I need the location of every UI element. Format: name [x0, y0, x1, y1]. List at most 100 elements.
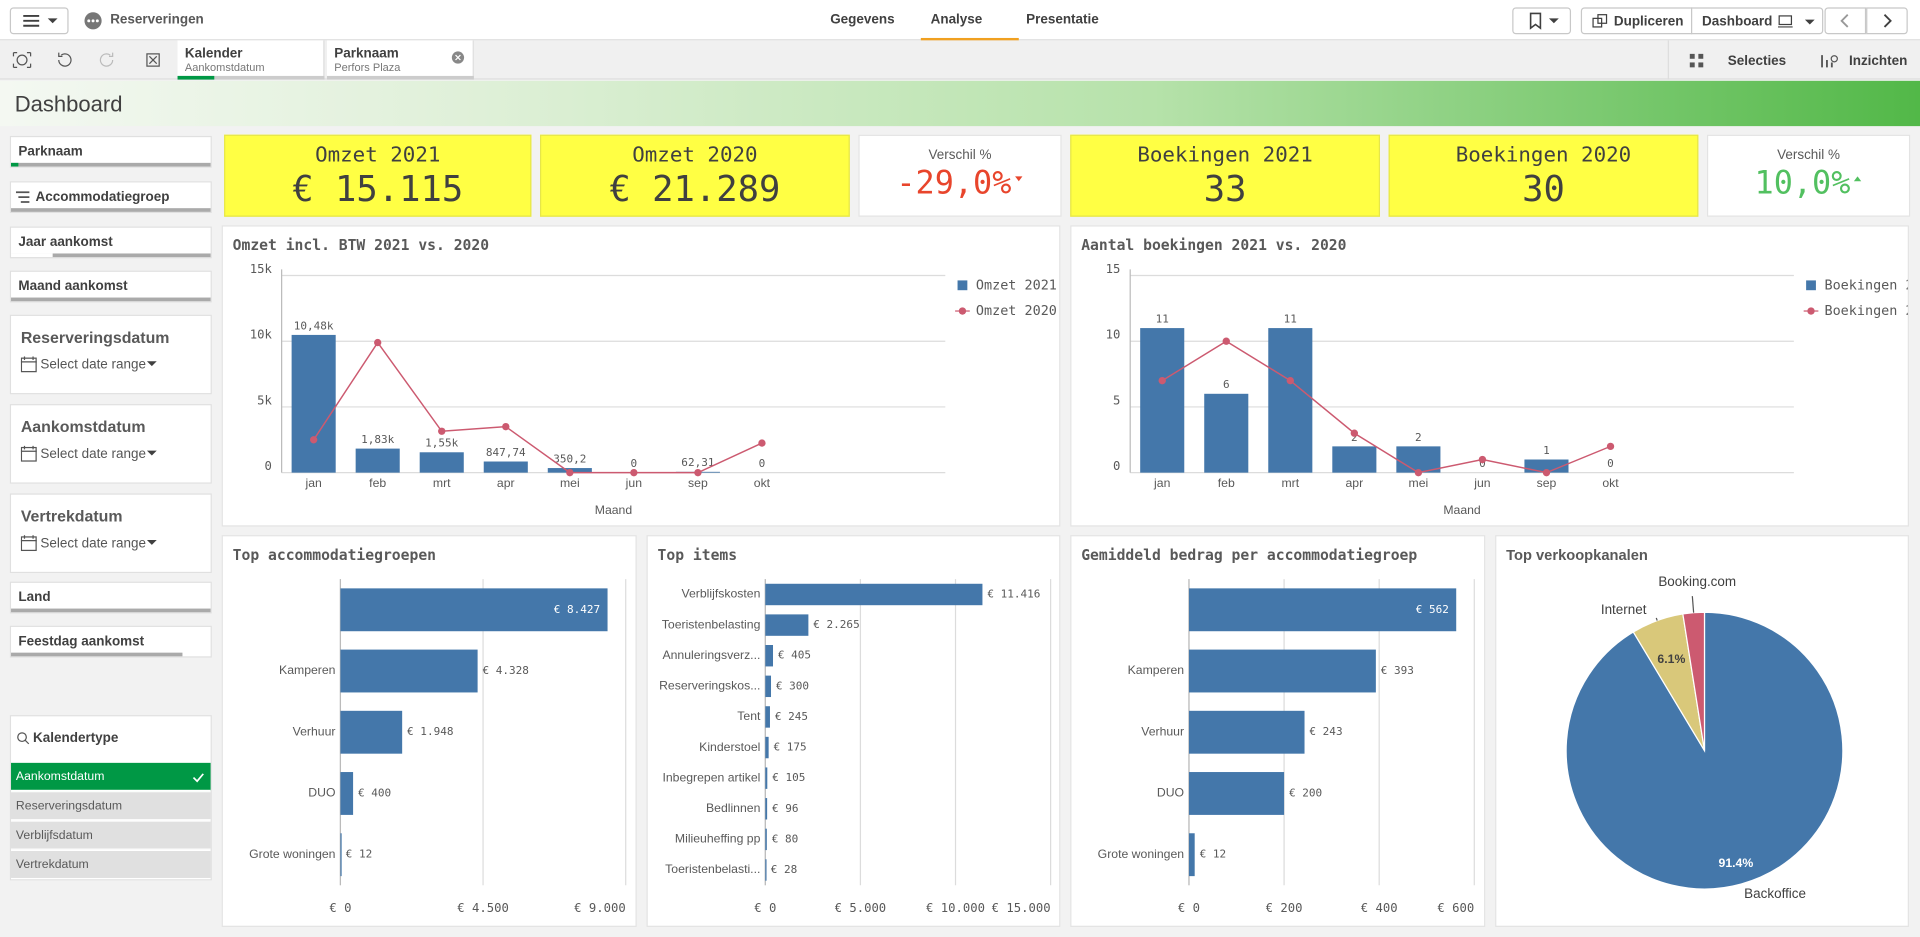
- selection-value: Perfors Plaza: [334, 61, 401, 74]
- bar-value-label: € 245: [775, 710, 808, 723]
- list-item[interactable]: Verblijfsdatum: [11, 821, 211, 850]
- divider: [1667, 40, 1669, 80]
- list-item[interactable]: Vertrekdatum: [11, 851, 211, 880]
- bar: [765, 675, 772, 698]
- filter-box[interactable]: Reserveringsdatum Select date range: [9, 314, 212, 395]
- x-tick-label: € 200: [1266, 901, 1303, 915]
- filter-state-bar: [11, 652, 183, 657]
- chart-title: Omzet incl. BTW 2021 vs. 2020: [233, 237, 489, 254]
- tab[interactable]: Analyse: [920, 0, 1019, 41]
- filter-box[interactable]: Accommodatiegroep: [9, 181, 212, 214]
- selections-button[interactable]: Selecties: [1727, 53, 1787, 69]
- next-button[interactable]: [1866, 7, 1908, 35]
- pie-slice: [1682, 611, 1706, 751]
- filter-box[interactable]: Maand aankomst: [9, 270, 212, 303]
- tab[interactable]: Gegevens: [820, 0, 918, 38]
- bar: [547, 468, 592, 473]
- bar-value-label: € 200: [1289, 786, 1322, 799]
- bar-value-label: € 8.427: [554, 603, 600, 616]
- y-tick-label: 0: [1113, 459, 1120, 473]
- chart-panel: Top verkoopkanalen 91.4% Backoffice 6.1% Int…: [1495, 535, 1909, 927]
- list-item-label: Aankomstdatum: [15, 770, 105, 784]
- next-icon: [1883, 14, 1892, 28]
- sheet-icon: [1777, 15, 1815, 28]
- duplicate-button[interactable]: Dupliceren: [1580, 7, 1693, 35]
- filter-box[interactable]: Feestdag aankomst: [9, 625, 212, 658]
- filter-state-bar: [11, 162, 211, 167]
- bar: [1524, 459, 1569, 473]
- bookmark-button[interactable]: [1512, 7, 1572, 35]
- tab-label: Presentatie: [1026, 12, 1099, 27]
- selection-bar-fill: [177, 75, 215, 80]
- bar-value-label: 0: [1607, 457, 1614, 470]
- kpi-trend: [1854, 176, 1862, 182]
- selection-field: Kalender: [184, 46, 243, 62]
- y-tick-label: 15: [1106, 262, 1121, 276]
- filter-box[interactable]: Jaar aankomst: [9, 226, 212, 259]
- list-item[interactable]: Reserveringsdatum: [11, 792, 211, 821]
- insights-button[interactable]: Inzichten: [1848, 53, 1908, 69]
- menu-button[interactable]: [9, 7, 69, 35]
- prev-button[interactable]: [1824, 7, 1867, 35]
- y-tick-label: Inbegrepen artikel: [662, 770, 760, 784]
- bar: [1188, 588, 1457, 632]
- line-point: [1606, 442, 1615, 451]
- y-tick-label: Kamperen: [279, 663, 336, 677]
- kpi-value: 10,0%: [1754, 165, 1851, 203]
- duplicate-label: Dupliceren: [1613, 14, 1684, 30]
- sheet-button[interactable]: Dashboard: [1691, 7, 1824, 35]
- bar: [355, 448, 400, 473]
- bar: [291, 334, 336, 473]
- x-tick-label: apr: [497, 476, 515, 490]
- tab[interactable]: Presentatie: [1016, 0, 1129, 38]
- bar-value-label: 0: [631, 457, 638, 470]
- list-item-label: Verblijfsdatum: [15, 828, 93, 843]
- x-tick-label: sep: [1537, 476, 1557, 490]
- y-tick-label: Bedlinnen: [706, 801, 761, 815]
- x-tick-label: okt: [1602, 476, 1619, 490]
- bar-value-label: 0: [1479, 457, 1486, 470]
- bar: [340, 710, 403, 754]
- y-tick-label: 5: [1113, 393, 1120, 407]
- calendar-icon: [20, 356, 157, 373]
- clear-icon[interactable]: [451, 50, 466, 65]
- chart: Omzet incl. BTW 2021 vs. 2020 0 5k 10k 15k ja…: [233, 237, 1057, 517]
- top-bar: Reserveringen Gegevens Analyse Presentatie…: [0, 0, 1920, 41]
- insights-icon: [1821, 55, 1838, 68]
- y-tick-label: Kamperen: [1128, 663, 1185, 677]
- kpi-title: Verschil %: [928, 148, 992, 163]
- line-point: [309, 436, 318, 444]
- filter-box[interactable]: Land: [9, 581, 212, 614]
- bar-value-label: € 96: [772, 802, 799, 815]
- filter-box[interactable]: Parknaam: [9, 135, 212, 168]
- chart-panel: Omzet incl. BTW 2021 vs. 2020 0 5k 10k 15k ja…: [221, 225, 1061, 527]
- filter-state-part: [11, 253, 53, 258]
- filter-pane: Parknaam Accommodatiegroep Jaar aankomst Ma…: [0, 126, 218, 937]
- selection-chip[interactable]: Parknaam Perfors Plaza: [326, 40, 474, 80]
- slice-label: Internet: [1601, 602, 1647, 617]
- list-item[interactable]: Aankomstdatum: [11, 762, 211, 792]
- group-icon: [15, 191, 30, 203]
- y-tick-label: Verhuur: [1141, 724, 1184, 738]
- bar: [765, 583, 983, 606]
- date-placeholder: Select date range: [40, 536, 147, 552]
- search-icon: [17, 732, 30, 745]
- date-placeholder: Select date range: [40, 357, 147, 373]
- selections-icon: [1689, 53, 1704, 68]
- line-series: [1161, 340, 1611, 474]
- legend-swatch: [957, 280, 968, 291]
- slice-value-label: 91.4%: [1719, 856, 1754, 870]
- date-filter-label: Aankomstdatum: [20, 417, 146, 436]
- bar-value-label: 1,83k: [361, 433, 395, 446]
- filter-box[interactable]: Aankomstdatum Select date range: [9, 404, 212, 484]
- kpi-value: € 15.115: [292, 167, 464, 210]
- y-tick-label: Toeristenbelasti...: [665, 862, 760, 876]
- kpi-trend-arrow: [1015, 176, 1023, 182]
- bar: [675, 471, 720, 473]
- x-axis-title: Maand: [1443, 503, 1481, 517]
- calendar-icon: [20, 535, 157, 552]
- sheet-banner: Dashboard: [0, 80, 1920, 127]
- selection-chip[interactable]: Kalender Aankomstdatum: [177, 40, 325, 80]
- line-point: [438, 427, 446, 435]
- filter-box[interactable]: Vertrekdatum Select date range: [9, 493, 212, 574]
